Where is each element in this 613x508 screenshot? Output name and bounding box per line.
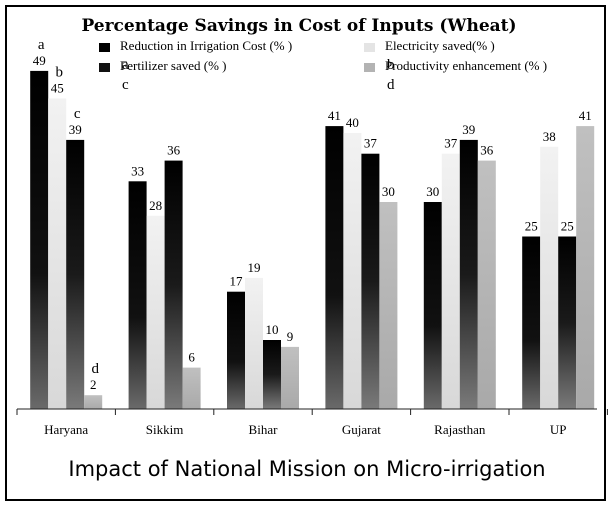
value-label: 33 <box>131 163 144 178</box>
value-label: 49 <box>33 53 46 68</box>
bar-c-sikkim <box>164 160 183 409</box>
category-label-up: UP <box>550 422 567 437</box>
value-label: 17 <box>230 274 244 289</box>
value-label: 19 <box>248 260 261 275</box>
bar-d-rajasthan <box>477 160 496 409</box>
value-label: 40 <box>346 115 359 130</box>
legend-label-c: Fertilizer saved (% ) <box>120 58 226 73</box>
legend-label-d: Productivity enhancement (% ) <box>385 58 547 73</box>
bar-b-sikkim <box>146 215 165 409</box>
value-label: 39 <box>462 122 475 137</box>
series-letter-d: d <box>91 361 99 377</box>
value-label: 39 <box>69 122 82 137</box>
bar-b-up <box>540 146 559 410</box>
bar-chart: Percentage Savings in Cost of Inputs (Wh… <box>16 16 608 481</box>
value-label: 25 <box>561 219 574 234</box>
bar-b-bihar <box>245 277 263 409</box>
value-labels: 49 33 17 41 30 25 45 28 19 40 37 38 39 36 10 37 39 25 2 6 9 3… <box>33 53 592 392</box>
chart-frame: Percentage Savings in Cost of Inputs (Wh… <box>5 5 608 501</box>
bar-a-bihar <box>227 291 245 409</box>
bar-c-rajasthan <box>459 139 478 409</box>
bar-b-gujarat <box>343 133 362 409</box>
legend-letter-b: b <box>387 57 395 73</box>
value-label: 6 <box>188 350 195 365</box>
value-label: 45 <box>51 81 64 96</box>
x-axis-ticks <box>16 409 608 415</box>
value-label: 37 <box>444 136 458 151</box>
bar-a-sikkim <box>128 181 147 409</box>
value-label: 28 <box>149 198 162 213</box>
category-label-gujarat: Gujarat <box>342 422 381 437</box>
bar-c-bihar <box>263 340 281 409</box>
legend-letter-a: a <box>122 57 129 73</box>
value-label: 36 <box>480 143 494 158</box>
value-label: 25 <box>525 219 538 234</box>
legend-letter-c: c <box>122 77 129 93</box>
x-axis-tick-labels: Haryana Sikkim Bihar Gujarat Rajasthan UP <box>44 422 566 437</box>
legend: Reduction in Irrigation Cost (% ) a Electr… <box>99 38 547 93</box>
bar-d-haryana <box>84 395 103 409</box>
legend-swatch-d <box>364 63 375 72</box>
legend-label-b: Electricity saved(% ) <box>385 38 495 53</box>
category-label-sikkim: Sikkim <box>146 422 184 437</box>
value-label: 38 <box>543 129 556 144</box>
series-letter-c: c <box>74 106 81 122</box>
chart-title: Percentage Savings in Cost of Inputs (Wh… <box>81 16 516 36</box>
value-label: 10 <box>266 322 279 337</box>
series-letter-b: b <box>55 65 63 81</box>
bar-d-up <box>576 126 595 409</box>
legend-swatch-c <box>99 63 110 72</box>
bar-d-sikkim <box>182 367 201 409</box>
chart-subtitle: Impact of National Mission on Micro-irri… <box>68 457 545 481</box>
bar-c-gujarat <box>361 153 380 409</box>
value-label: 41 <box>328 108 341 123</box>
series-letter-labels: ab c d <box>38 37 100 377</box>
bar-a-up <box>522 236 541 409</box>
bars <box>30 70 595 410</box>
value-label: 2 <box>90 377 97 392</box>
bar-b-rajasthan <box>441 153 460 409</box>
bar-a-rajasthan <box>423 202 442 409</box>
value-label: 30 <box>426 184 439 199</box>
legend-label-a: Reduction in Irrigation Cost (% ) <box>120 38 292 53</box>
bar-d-gujarat <box>379 202 398 409</box>
value-label: 37 <box>364 136 378 151</box>
legend-swatch-b <box>364 43 375 52</box>
legend-swatch-a <box>99 43 110 52</box>
value-label: 30 <box>382 184 395 199</box>
bar-c-haryana <box>66 139 85 409</box>
value-label: 36 <box>167 143 181 158</box>
value-label: 9 <box>287 329 294 344</box>
legend-letter-d: d <box>387 77 395 93</box>
bar-c-up <box>558 236 577 409</box>
category-label-rajasthan: Rajasthan <box>434 422 486 437</box>
bar-a-haryana <box>30 70 49 410</box>
series-letter-a: a <box>38 37 45 53</box>
category-label-haryana: Haryana <box>44 422 88 437</box>
bar-d-bihar <box>281 346 299 409</box>
category-label-bihar: Bihar <box>249 422 279 437</box>
bar-b-haryana <box>48 98 67 409</box>
bar-a-gujarat <box>325 126 344 409</box>
value-label: 41 <box>579 108 592 123</box>
